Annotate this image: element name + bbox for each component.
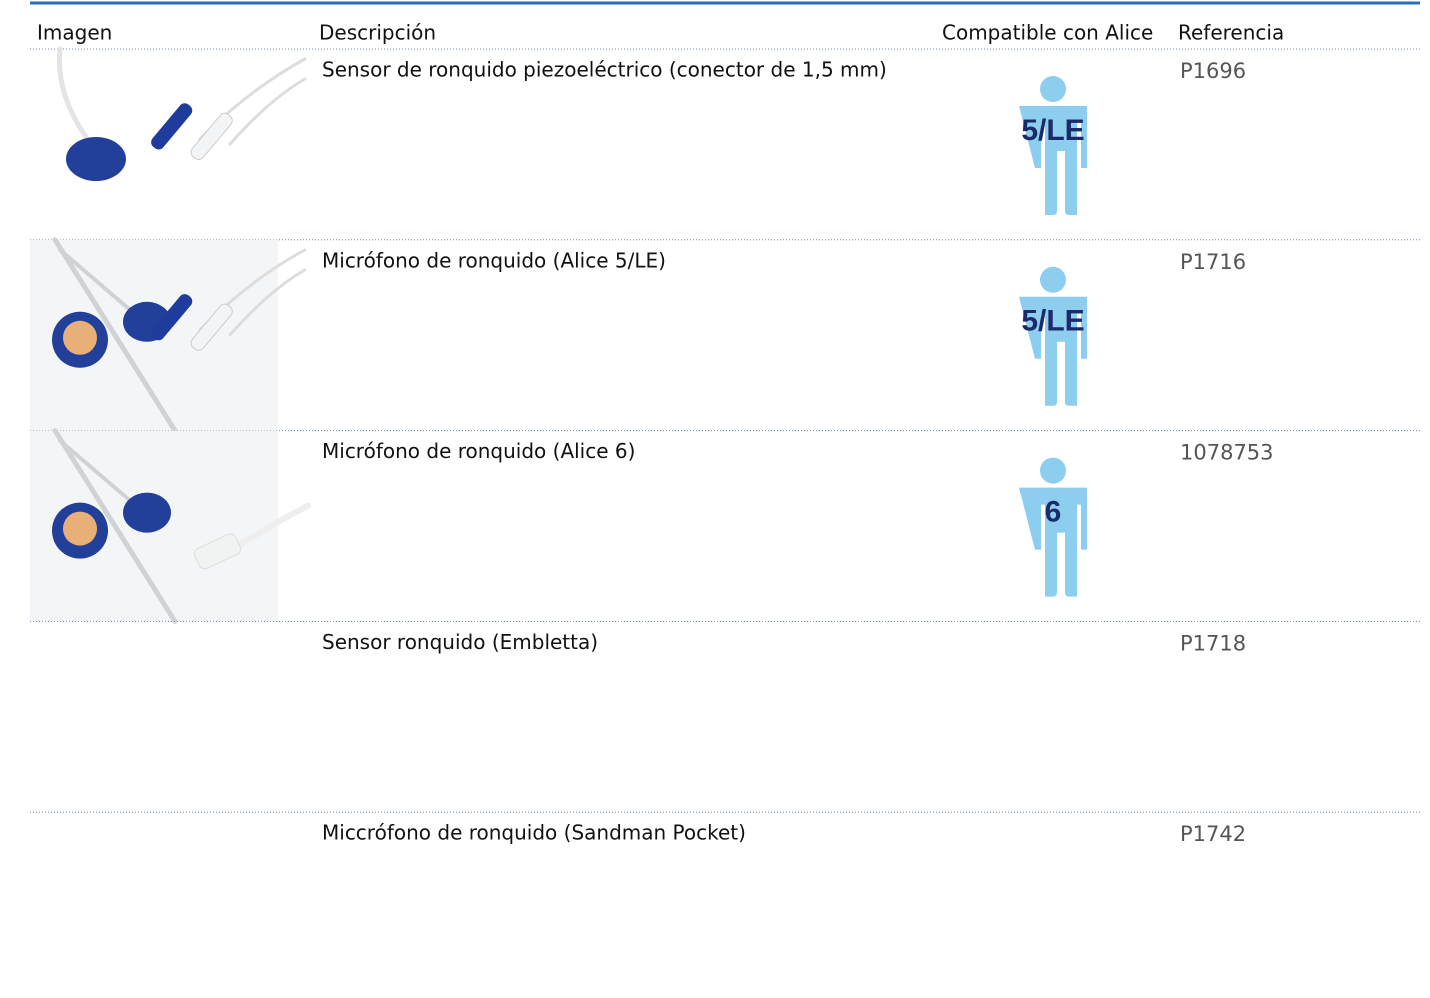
figure-body (1019, 106, 1087, 215)
figure-head (1040, 266, 1066, 293)
row-description: Sensor de ronquido piezoeléctrico (conec… (322, 58, 887, 82)
header-description: Descripción (319, 21, 436, 45)
row-description: Sensor ronquido (Embletta) (322, 630, 598, 654)
row-reference: P1716 (1180, 250, 1246, 274)
cable (228, 77, 307, 146)
row-reference: P1696 (1180, 59, 1246, 83)
plug-white (190, 303, 233, 351)
sensor-disc (66, 137, 126, 181)
cable (228, 268, 307, 337)
compatible-badge: 6 (1045, 496, 1062, 529)
product-image (30, 237, 307, 434)
header-image: Imagen (37, 21, 112, 45)
plug-white (190, 112, 233, 160)
sensor-disc (123, 492, 171, 533)
cable (58, 438, 132, 503)
product-image (56, 46, 307, 181)
connector (193, 533, 242, 570)
header-reference: Referencia (1178, 21, 1284, 45)
cable (52, 428, 178, 624)
sensor-pad (63, 511, 97, 546)
header-compatible: Compatible con Alice (942, 21, 1153, 45)
row-description: Micrófono de ronquido (Alice 6) (322, 439, 635, 463)
figure-body (1019, 296, 1087, 406)
figure-head (1040, 457, 1066, 484)
row-reference: 1078753 (1180, 441, 1274, 465)
figure-head (1040, 76, 1066, 102)
sensor-pad (63, 320, 97, 355)
compatible-badge: 5/LE (1021, 114, 1084, 147)
cable (58, 247, 132, 312)
figure-body (1019, 487, 1087, 597)
row-reference: P1718 (1180, 631, 1246, 655)
row-reference: P1742 (1180, 822, 1246, 846)
compatible-badge: 5/LE (1021, 305, 1084, 338)
cable (56, 46, 98, 152)
row-description: Miccrófono de ronquido (Sandman Pocket) (322, 821, 746, 845)
row-description: Micrófono de ronquido (Alice 5/LE) (322, 248, 666, 272)
plug-blue (151, 103, 193, 150)
cable (52, 237, 178, 434)
plug-blue (151, 294, 193, 341)
product-image (30, 428, 311, 624)
